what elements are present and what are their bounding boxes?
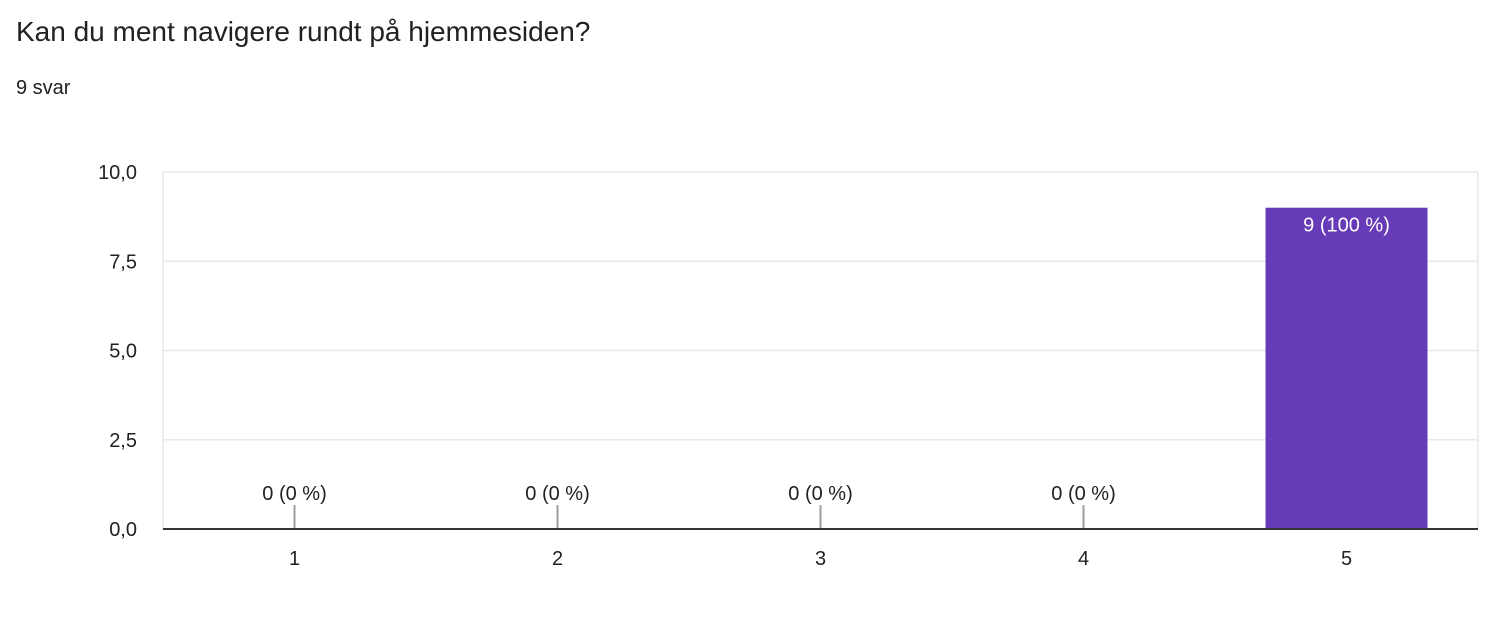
x-tick-label: 3 <box>815 548 826 570</box>
x-tick-label: 2 <box>552 548 563 570</box>
data-label: 0 (0 %) <box>788 483 852 505</box>
data-label: 9 (100 %) <box>1303 215 1390 237</box>
data-label: 0 (0 %) <box>1051 483 1115 505</box>
y-tick-label: 7,5 <box>109 251 137 273</box>
x-tick-label: 4 <box>1078 548 1089 570</box>
data-label: 0 (0 %) <box>262 483 326 505</box>
x-tick-label: 5 <box>1341 548 1352 570</box>
x-tick-label: 1 <box>289 548 300 570</box>
y-tick-label: 5,0 <box>109 341 137 363</box>
y-tick-label: 10,0 <box>98 162 137 184</box>
y-tick-label: 0,0 <box>109 519 137 541</box>
data-label: 0 (0 %) <box>525 483 589 505</box>
question-title: Kan du ment navigere rundt på hjemmeside… <box>16 16 591 47</box>
y-tick-label: 2,5 <box>109 430 137 452</box>
bar[interactable] <box>1265 207 1428 529</box>
response-count: 9 svar <box>16 77 71 99</box>
